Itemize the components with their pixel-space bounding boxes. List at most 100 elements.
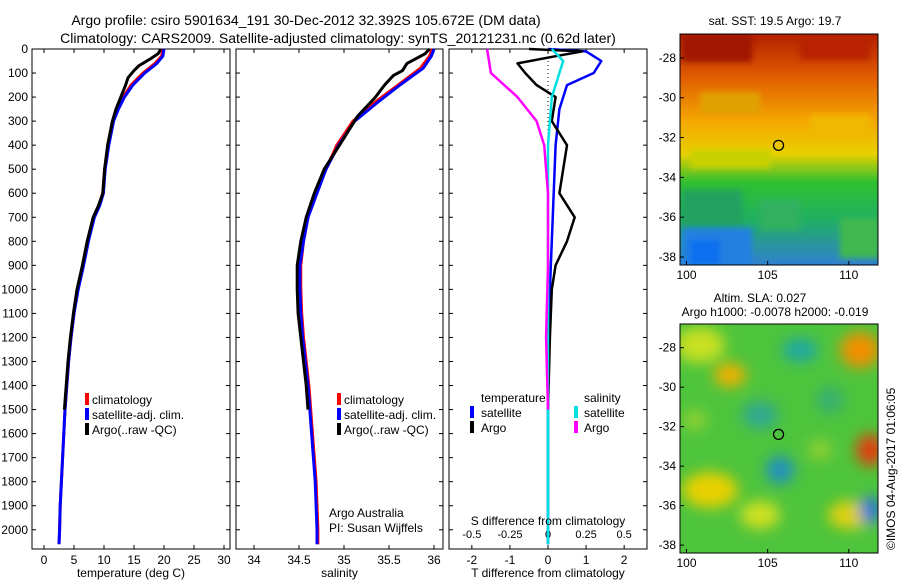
difference-legend: temperature satellite Argo salinity sate…: [470, 391, 625, 528]
sla-blob: [808, 440, 832, 460]
y-tick-label: 200: [8, 90, 28, 104]
x-tick-label: 15: [127, 553, 141, 567]
map-y-tick-label: -32: [659, 420, 677, 434]
x-tick-label: 20: [157, 553, 171, 567]
series-line-t-satellite: [546, 47, 603, 545]
sla-blob: [766, 456, 794, 484]
legend-swatch-satellite: [85, 408, 89, 420]
x-tick-label: 30: [217, 553, 231, 567]
series-line-t-argo: [516, 47, 584, 410]
sst-patch: [700, 92, 760, 114]
legend-label-s-argo: Argo: [584, 421, 610, 435]
imos-stamp: ©IMOS 04-Aug-2017 01:06:05: [884, 387, 898, 550]
sla-blob: [682, 472, 738, 508]
legend-label-t-argo: Argo: [481, 421, 507, 435]
series-line-argo-raw-qc-: [62, 48, 163, 410]
legend-swatch-satellite: [337, 408, 341, 420]
x-tick-label: 34: [247, 553, 261, 567]
map-x-tick-label: 110: [839, 268, 858, 282]
legend-label-satellite: satellite-adj. clim.: [92, 408, 184, 422]
map-x-tick-label: 100: [676, 268, 696, 282]
x-axis-label: T difference from climatology: [471, 566, 625, 580]
series-line-argo-raw-qc-: [295, 47, 431, 410]
sla-map-title: Altim. SLA: 0.027: [714, 291, 807, 305]
x-tick-label: 5: [71, 553, 78, 567]
y-tick-label: 400: [8, 138, 28, 152]
sla-blob: [683, 410, 707, 430]
y-tick-label: 1700: [1, 451, 28, 465]
x-tick-label: 1: [583, 553, 590, 567]
map-x-tick-label: 110: [839, 556, 858, 570]
y-tick-label: 1100: [2, 306, 28, 320]
x-axis-label: salinity: [321, 566, 358, 580]
difference-panel: -2 -1 0 1 2T difference from climatology -0.5…: [448, 47, 648, 580]
argo-location-marker: [772, 139, 785, 152]
sla-blob: [680, 327, 725, 363]
sst-patch: [800, 36, 870, 60]
argo-location-marker: [772, 428, 785, 441]
salinity-panel: 34 34.5 35 35.5 36 salinity: [235, 47, 444, 580]
figure-title-line1: Argo profile: csiro 5901634_191 30-Dec-2…: [71, 12, 540, 28]
temperature-legend: climatology satellite-adj. clim. Argo(..…: [85, 393, 184, 437]
legend-label-argo: Argo(..raw -QC): [92, 423, 177, 437]
s-axis-label: S difference from climatology: [471, 514, 626, 528]
legend-label-t-satellite: satellite: [481, 406, 522, 420]
sla-blob: [816, 386, 844, 414]
sst-patch: [810, 115, 870, 135]
x-tick-label: -1: [505, 553, 516, 567]
x-tick-label: 25: [187, 553, 201, 567]
s-tick-label: -0.5: [462, 529, 481, 541]
s-tick-label: 0.5: [617, 529, 632, 541]
map-x-tick-label: 105: [758, 556, 778, 570]
sla-map-axes: 100 105 110 -28 -30 -32 -34 -36 -38: [659, 341, 859, 570]
y-tick-label: 500: [8, 162, 28, 176]
legend-title-temperature: temperature: [481, 391, 546, 405]
map-y-tick-label: -30: [659, 91, 677, 105]
sst-patch: [760, 200, 800, 230]
map-y-tick-label: -32: [659, 131, 677, 145]
legend-label-s-satellite: satellite: [584, 406, 625, 420]
sst-patch: [682, 34, 752, 62]
y-tick-label: 0: [21, 42, 28, 56]
series-line-satellite-adj-clim-: [298, 48, 436, 545]
sst-patch: [840, 218, 878, 258]
x-tick-label: 35: [337, 553, 351, 567]
y-tick-label: 100: [8, 66, 28, 80]
s-tick-label: 0.25: [575, 529, 596, 541]
x-tick-label: 35.5: [377, 553, 401, 567]
sla-blob: [742, 401, 778, 429]
legend-swatch-climatology: [337, 393, 341, 405]
legend-swatch-s-satellite: [574, 406, 578, 418]
y-tick-label: 1000: [1, 282, 28, 296]
map-y-tick-label: -28: [659, 51, 677, 65]
series-line-s-argo: [485, 48, 550, 410]
legend-title-salinity: salinity: [584, 391, 621, 405]
y-tick-label: 1400: [1, 379, 28, 393]
plot-frame: [31, 48, 231, 550]
annotation-argo-australia: Argo Australia: [329, 506, 404, 520]
plot-frame: [235, 48, 444, 550]
map-y-tick-label: -38: [659, 250, 677, 264]
x-axis-label: temperature (deg C): [77, 566, 185, 580]
sst-patch: [690, 150, 770, 168]
y-tick-label: 700: [8, 210, 28, 224]
map-y-tick-label: -30: [659, 380, 677, 394]
legend-swatch-argo: [85, 423, 89, 435]
legend-swatch-t-satellite: [470, 406, 474, 418]
temperature-panel: 0 5 10 15 20 25 30 temperature (deg C) 0 100 200 30…: [1, 42, 231, 580]
sst-patch: [690, 240, 720, 265]
y-tick-label: 300: [8, 114, 28, 128]
y-tick-label: 1600: [1, 427, 28, 441]
sla-blob: [714, 363, 746, 387]
y-tick-label: 600: [8, 186, 28, 200]
sla-blob: [740, 501, 780, 529]
map-x-tick-label: 100: [676, 556, 696, 570]
series-line-climatology: [299, 48, 434, 545]
x-tick-label: 0: [41, 553, 48, 567]
salinity-legend: climatology satellite-adj. clim. Argo(..…: [329, 393, 436, 535]
figure-title-line2: Climatology: CARS2009. Satellite-adjuste…: [60, 30, 616, 46]
legend-swatch-s-argo: [574, 421, 578, 433]
y-tick-label: 1900: [1, 499, 28, 513]
legend-label-satellite: satellite-adj. clim.: [344, 408, 436, 422]
